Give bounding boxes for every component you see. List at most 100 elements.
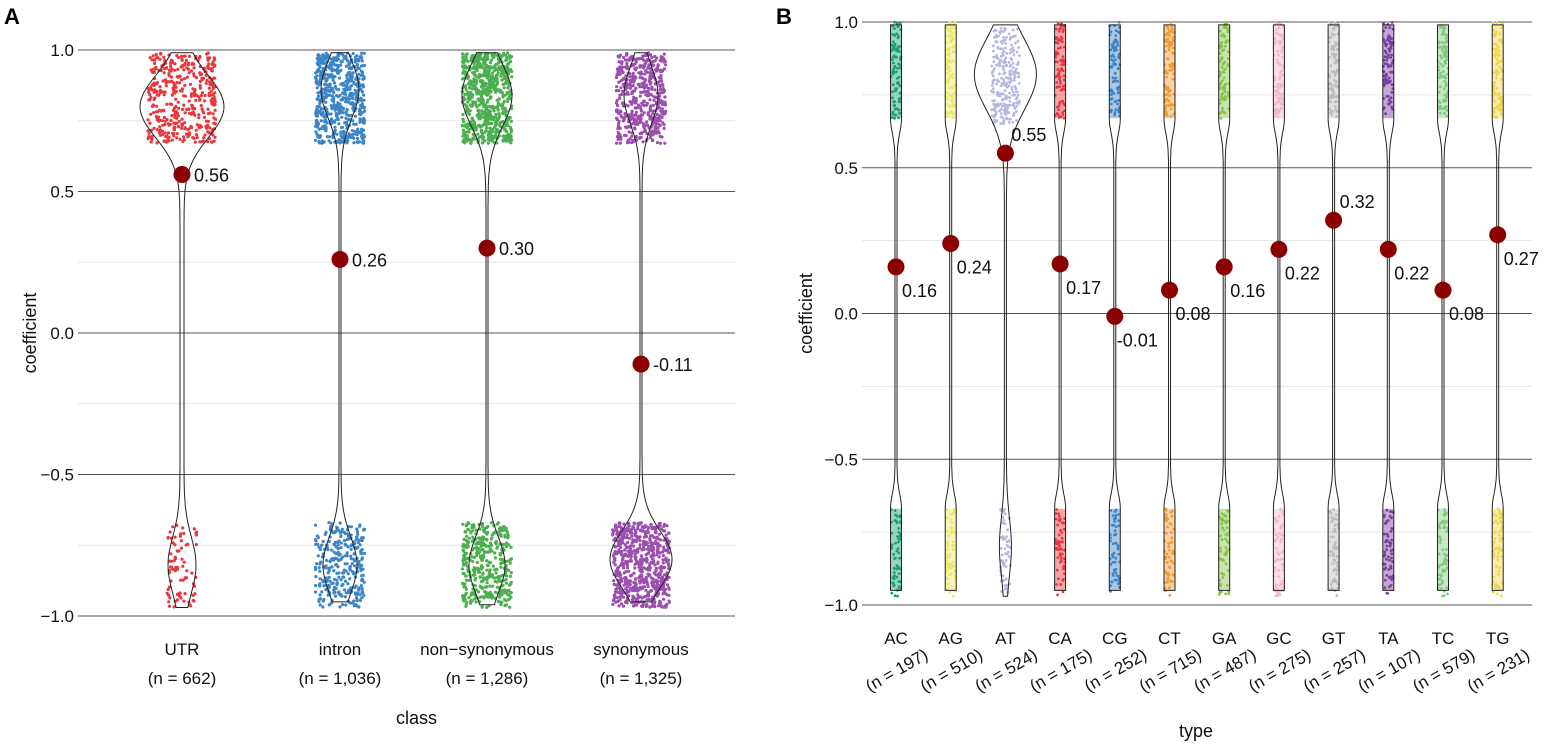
data-point — [485, 112, 489, 116]
data-point — [893, 20, 896, 24]
data-point — [315, 534, 319, 538]
data-point — [324, 57, 328, 61]
data-point — [500, 106, 505, 111]
data-point — [624, 600, 628, 605]
data-point — [326, 88, 330, 92]
data-point — [319, 119, 323, 123]
data-point — [1015, 101, 1019, 105]
y-tick-label: 0.0 — [834, 305, 858, 324]
data-point — [1006, 550, 1010, 554]
data-point — [630, 141, 634, 145]
data-point — [489, 594, 494, 598]
data-point — [327, 575, 331, 579]
data-point — [632, 587, 637, 591]
data-point — [163, 119, 167, 123]
data-point — [509, 119, 513, 123]
data-point — [353, 564, 357, 568]
data-point — [200, 76, 204, 80]
data-point — [150, 58, 154, 62]
data-point — [617, 121, 621, 126]
data-point — [485, 581, 489, 585]
data-point — [633, 538, 637, 542]
data-point — [337, 88, 341, 92]
y-tick-label: 0.5 — [50, 183, 74, 202]
median-label: -0.11 — [653, 355, 693, 375]
data-point — [893, 594, 897, 598]
data-point — [186, 61, 191, 65]
data-point — [470, 139, 474, 143]
data-point — [613, 563, 617, 567]
data-point — [622, 118, 626, 122]
data-point — [644, 588, 648, 592]
data-point — [318, 582, 322, 586]
data-point — [654, 124, 658, 128]
data-point — [472, 70, 477, 74]
data-point — [481, 98, 485, 102]
data-point — [506, 86, 510, 90]
data-point — [192, 66, 196, 70]
data-point — [362, 77, 366, 81]
data-point — [203, 93, 207, 98]
data-point — [191, 110, 195, 114]
data-point — [634, 86, 638, 90]
data-point — [161, 123, 165, 127]
data-point — [150, 104, 154, 108]
data-point — [659, 564, 663, 569]
data-point — [155, 104, 159, 108]
data-point — [357, 586, 361, 590]
data-point — [506, 99, 510, 103]
data-point — [331, 531, 335, 535]
data-point — [361, 93, 366, 97]
data-point — [152, 126, 156, 130]
data-point — [314, 121, 319, 125]
data-point — [338, 605, 342, 609]
data-point — [333, 75, 337, 79]
data-point — [1007, 32, 1011, 36]
data-point — [331, 135, 335, 140]
data-point — [158, 108, 162, 112]
data-point — [497, 533, 501, 537]
data-point — [344, 543, 348, 547]
data-point — [461, 571, 465, 575]
data-point — [665, 593, 669, 597]
data-point — [639, 120, 643, 124]
data-point — [213, 135, 217, 139]
data-point — [189, 69, 193, 73]
data-point — [628, 75, 632, 79]
data-point — [624, 570, 628, 574]
data-point — [195, 136, 199, 140]
data-point — [498, 553, 502, 557]
data-point — [324, 115, 328, 119]
data-point — [465, 534, 469, 538]
data-point — [475, 554, 479, 558]
median-point — [996, 144, 1014, 162]
data-point — [1009, 48, 1013, 52]
data-point — [165, 102, 169, 106]
x-n-label: (n = 1,036) — [299, 669, 382, 688]
data-point — [158, 125, 162, 129]
data-point — [667, 599, 671, 603]
data-point — [495, 105, 499, 109]
data-point — [466, 100, 470, 104]
data-point — [349, 133, 353, 137]
data-point — [328, 82, 332, 86]
data-point — [633, 554, 637, 559]
data-point — [323, 124, 327, 128]
data-point — [342, 575, 346, 579]
data-point — [176, 112, 180, 116]
data-point — [614, 600, 618, 604]
data-point — [321, 578, 325, 582]
data-point — [351, 92, 355, 96]
data-point — [654, 569, 658, 573]
data-point — [332, 120, 337, 124]
data-point — [639, 135, 643, 140]
data-point — [161, 108, 166, 112]
data-point — [1004, 27, 1007, 30]
data-point — [193, 592, 197, 596]
data-point — [167, 600, 171, 604]
data-point — [473, 584, 477, 588]
data-point — [180, 546, 184, 550]
data-point — [155, 93, 159, 97]
data-point — [158, 133, 162, 137]
data-point — [315, 70, 320, 74]
